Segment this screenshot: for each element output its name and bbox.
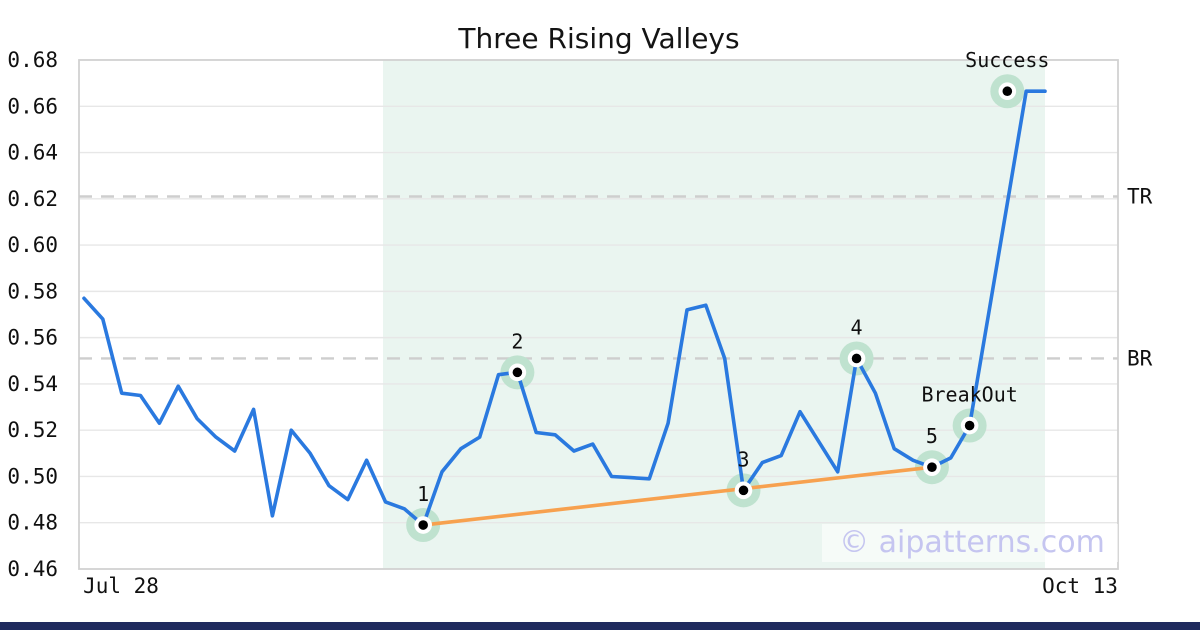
price-line <box>82 89 1047 527</box>
plot-border <box>78 59 1119 570</box>
y-tick-label: 0.56 <box>7 326 58 350</box>
y-tick-label: 0.66 <box>7 94 58 118</box>
trendline <box>421 465 934 527</box>
y-tick-label: 0.58 <box>7 279 58 303</box>
pattern-shaded-region <box>383 60 1045 569</box>
bottom-accent-bar <box>0 622 1200 630</box>
marker-dot <box>738 485 749 496</box>
x-tick-label: Oct 13 <box>1042 574 1118 598</box>
y-tick-label: 0.48 <box>7 511 58 535</box>
marker-dot <box>851 353 862 364</box>
marker-label-5: 5 <box>926 424 938 448</box>
marker-dot <box>512 367 523 378</box>
hline-label-br: BR <box>1127 346 1153 370</box>
marker-label-4: 4 <box>851 315 863 339</box>
hline-label-tr: TR <box>1127 185 1153 209</box>
marker-dot <box>418 520 428 530</box>
watermark-box <box>822 524 1118 562</box>
marker-dot <box>927 462 937 473</box>
watermark-text: © aipatterns.com <box>839 525 1105 560</box>
y-tick-label: 0.62 <box>7 187 58 211</box>
y-tick-label: 0.64 <box>7 141 58 165</box>
y-tick-label: 0.60 <box>7 233 58 257</box>
marker-label-1: 1 <box>417 482 429 506</box>
y-tick-label: 0.50 <box>7 464 58 488</box>
marker-label-3: 3 <box>737 447 749 471</box>
y-tick-label: 0.68 <box>7 48 58 72</box>
marker-label-breakout: BreakOut <box>921 383 1017 407</box>
chart-title: Three Rising Valleys <box>458 22 740 55</box>
y-tick-label: 0.46 <box>7 557 58 581</box>
x-tick-label: Jul 28 <box>83 574 159 598</box>
y-tick-label: 0.52 <box>7 418 58 442</box>
marker-label-success: Success <box>965 48 1049 72</box>
y-tick-label: 0.54 <box>7 372 58 396</box>
marker-dot <box>964 420 975 431</box>
marker-label-2: 2 <box>511 329 523 353</box>
marker-dot <box>1002 86 1013 97</box>
